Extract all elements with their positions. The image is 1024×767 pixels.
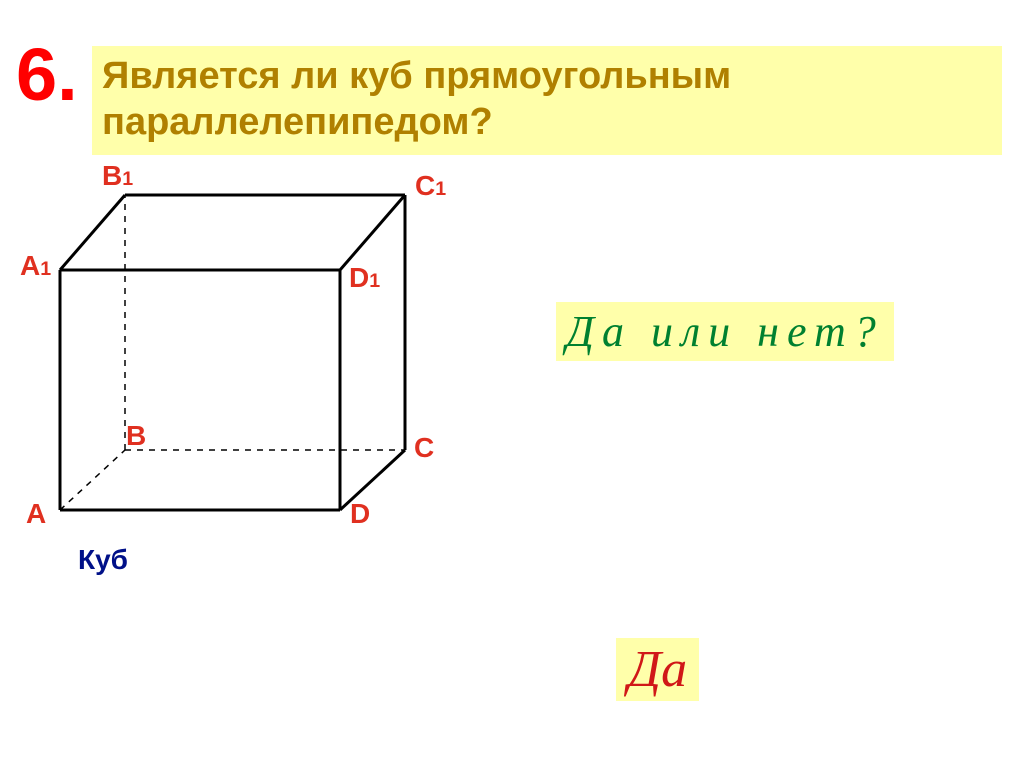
vertex-label-C1: C1 [415,170,446,202]
vertex-label-B1: B1 [102,160,133,192]
vertex-label-B: B [126,420,146,452]
cube-svg [20,150,460,570]
vertex-label-A: A [26,498,46,530]
cube-diagram: B1 C1 A1 D1 B C A D Куб [20,150,460,580]
question-box: Является ли куб прямоугольным параллелеп… [92,46,1002,155]
cube-caption: Куб [78,544,128,576]
vertex-label-D: D [350,498,370,530]
question-number: 6. [16,32,78,117]
answer: Да [616,638,699,701]
yes-or-no-prompt: Да или нет? [556,302,894,361]
vertex-label-C: C [414,432,434,464]
vertex-label-D1: D1 [349,262,380,294]
vertex-label-A1: A1 [20,250,51,282]
